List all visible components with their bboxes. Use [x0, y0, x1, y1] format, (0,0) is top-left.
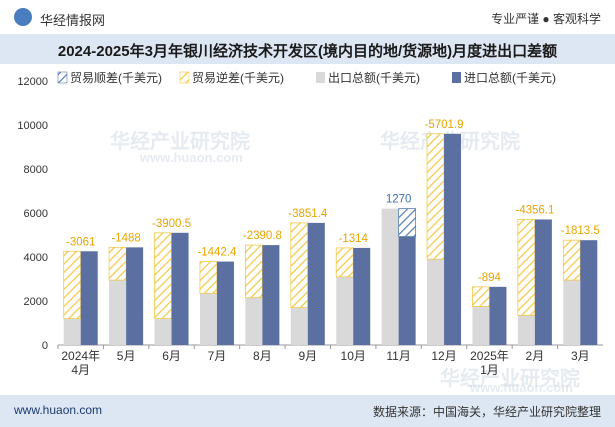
- footer: www.huaon.com 数据来源：中国海关，华经产业研究院整理: [0, 395, 615, 427]
- x-tick-label: 7月: [208, 349, 227, 363]
- deficit-bar: [290, 222, 309, 309]
- export-bar: [290, 307, 308, 345]
- chart-title: 2024-2025年3月年银川经济技术开发区(境内目的地/货源地)月度进出口差额: [57, 43, 558, 60]
- y-tick-label: 0: [42, 340, 48, 352]
- x-tick-label: 6月: [162, 349, 181, 363]
- x-tick-label: 3月: [571, 349, 590, 363]
- deficit-bar: [154, 232, 172, 320]
- import-bar: [489, 286, 507, 345]
- deficit-bar: [472, 286, 490, 307]
- data-labels: -3061 -1488 -3900.5 -1442.4 -2390.8 -3851.4 -1…: [66, 119, 600, 284]
- import-bar: [580, 240, 598, 345]
- x-tick-label-line: 1月: [480, 363, 499, 377]
- legend-label: 进口总额(千美元): [464, 71, 556, 85]
- chart-area: 贸易顺差(千美元) 贸易逆差(千美元) 出口总额(千美元) 进口总额(千美元) 0 20…: [17, 70, 603, 377]
- surplus-bar: [398, 208, 417, 237]
- y-tick-label: 2000: [24, 296, 48, 308]
- export-bar: [245, 297, 263, 345]
- bars: [63, 133, 598, 345]
- deficit-bar: [244, 244, 263, 299]
- title-bar: 2024-2025年3月年银川经济技术开发区(境内目的地/货源地)月度进出口差额: [0, 34, 615, 64]
- y-tick-label: 10000: [17, 120, 48, 132]
- balance-label: 1270: [386, 194, 412, 206]
- x-tick-label: 12月: [431, 349, 456, 363]
- export-bar: [381, 208, 399, 345]
- x-tick-label-line: 4月: [71, 363, 90, 377]
- x-tick-label: 2月: [526, 349, 545, 363]
- legend-swatch: [316, 72, 325, 83]
- import-bar: [444, 133, 462, 345]
- balance-label: -3851.4: [288, 208, 328, 220]
- export-bar: [472, 306, 490, 345]
- export-bar: [427, 259, 445, 345]
- export-bar: [154, 318, 172, 345]
- deficit-bar: [517, 219, 536, 316]
- balance-label: -3900.5: [152, 218, 191, 230]
- deficit-bar: [562, 239, 581, 281]
- legend-label: 出口总额(千美元): [328, 71, 420, 85]
- tagline: 专业严谨 ● 客观科学: [491, 12, 601, 26]
- import-bar: [171, 232, 189, 345]
- legend-swatch: [57, 71, 68, 84]
- x-tick-label: 2025年 1月: [470, 349, 509, 377]
- import-bar: [534, 219, 552, 345]
- balance-label: -894: [478, 272, 502, 284]
- export-bar: [199, 293, 217, 345]
- x-tick-label: 11月: [386, 349, 410, 363]
- import-bar: [216, 261, 234, 345]
- export-bar: [517, 315, 535, 345]
- y-tick-label: 6000: [24, 208, 48, 220]
- y-tick-label: 8000: [24, 164, 48, 176]
- logo-icon: [14, 8, 32, 26]
- balance-label: -4356.1: [515, 204, 554, 216]
- y-tick-label: 4000: [24, 252, 48, 264]
- deficit-bar: [199, 261, 218, 294]
- x-tick-label-line: 2024年: [61, 349, 100, 363]
- balance-label: -1442.4: [197, 247, 237, 259]
- legend-swatch: [452, 72, 461, 83]
- balance-label: -2390.8: [243, 230, 282, 242]
- deficit-bar: [108, 246, 127, 281]
- import-bar: [353, 247, 371, 345]
- x-tick-label: 8月: [253, 349, 272, 363]
- balance-label: -3061: [66, 236, 95, 248]
- export-bar: [109, 280, 127, 345]
- deficit-bar: [63, 250, 82, 319]
- x-tick-label: 9月: [298, 349, 317, 363]
- balance-label: -1314: [338, 233, 368, 245]
- balance-label: -5701.9: [425, 119, 464, 131]
- x-tick-label: 10月: [341, 349, 366, 363]
- deficit-bar: [335, 247, 354, 278]
- legend-label: 贸易顺差(千美元): [70, 71, 162, 85]
- top-bar: 华经情报网 专业严谨 ● 客观科学: [0, 0, 615, 35]
- balance-label: -1488: [111, 232, 140, 244]
- export-bar: [563, 280, 581, 345]
- x-tick-label: 5月: [117, 349, 136, 363]
- import-bar: [398, 236, 416, 345]
- legend-label: 贸易逆差(千美元): [192, 70, 284, 85]
- x-tick-label-line: 2025年: [470, 349, 509, 363]
- import-bar: [126, 247, 144, 345]
- axes: 0 2000 4000 6000 8000 10000 12000 2024年 4月 5月 6月 7月…: [17, 76, 603, 377]
- deficit-bar: [426, 133, 445, 260]
- export-bar: [63, 318, 81, 345]
- y-tick-label: 12000: [17, 76, 48, 88]
- import-bar: [307, 222, 325, 345]
- balance-label: -1813.5: [561, 225, 600, 237]
- footer-website: www.huaon.com: [14, 403, 103, 417]
- brand-name: 华经情报网: [40, 13, 106, 28]
- export-bar: [336, 276, 354, 345]
- footer-source: 数据来源：中国海关，华经产业研究院整理: [372, 405, 601, 419]
- x-tick-label: 2024年 4月: [61, 349, 100, 377]
- legend: 贸易顺差(千美元) 贸易逆差(千美元) 出口总额(千美元) 进口总额(千美元): [57, 70, 556, 85]
- legend-swatch: [179, 71, 190, 84]
- import-bar: [262, 245, 280, 345]
- import-bar: [80, 251, 98, 345]
